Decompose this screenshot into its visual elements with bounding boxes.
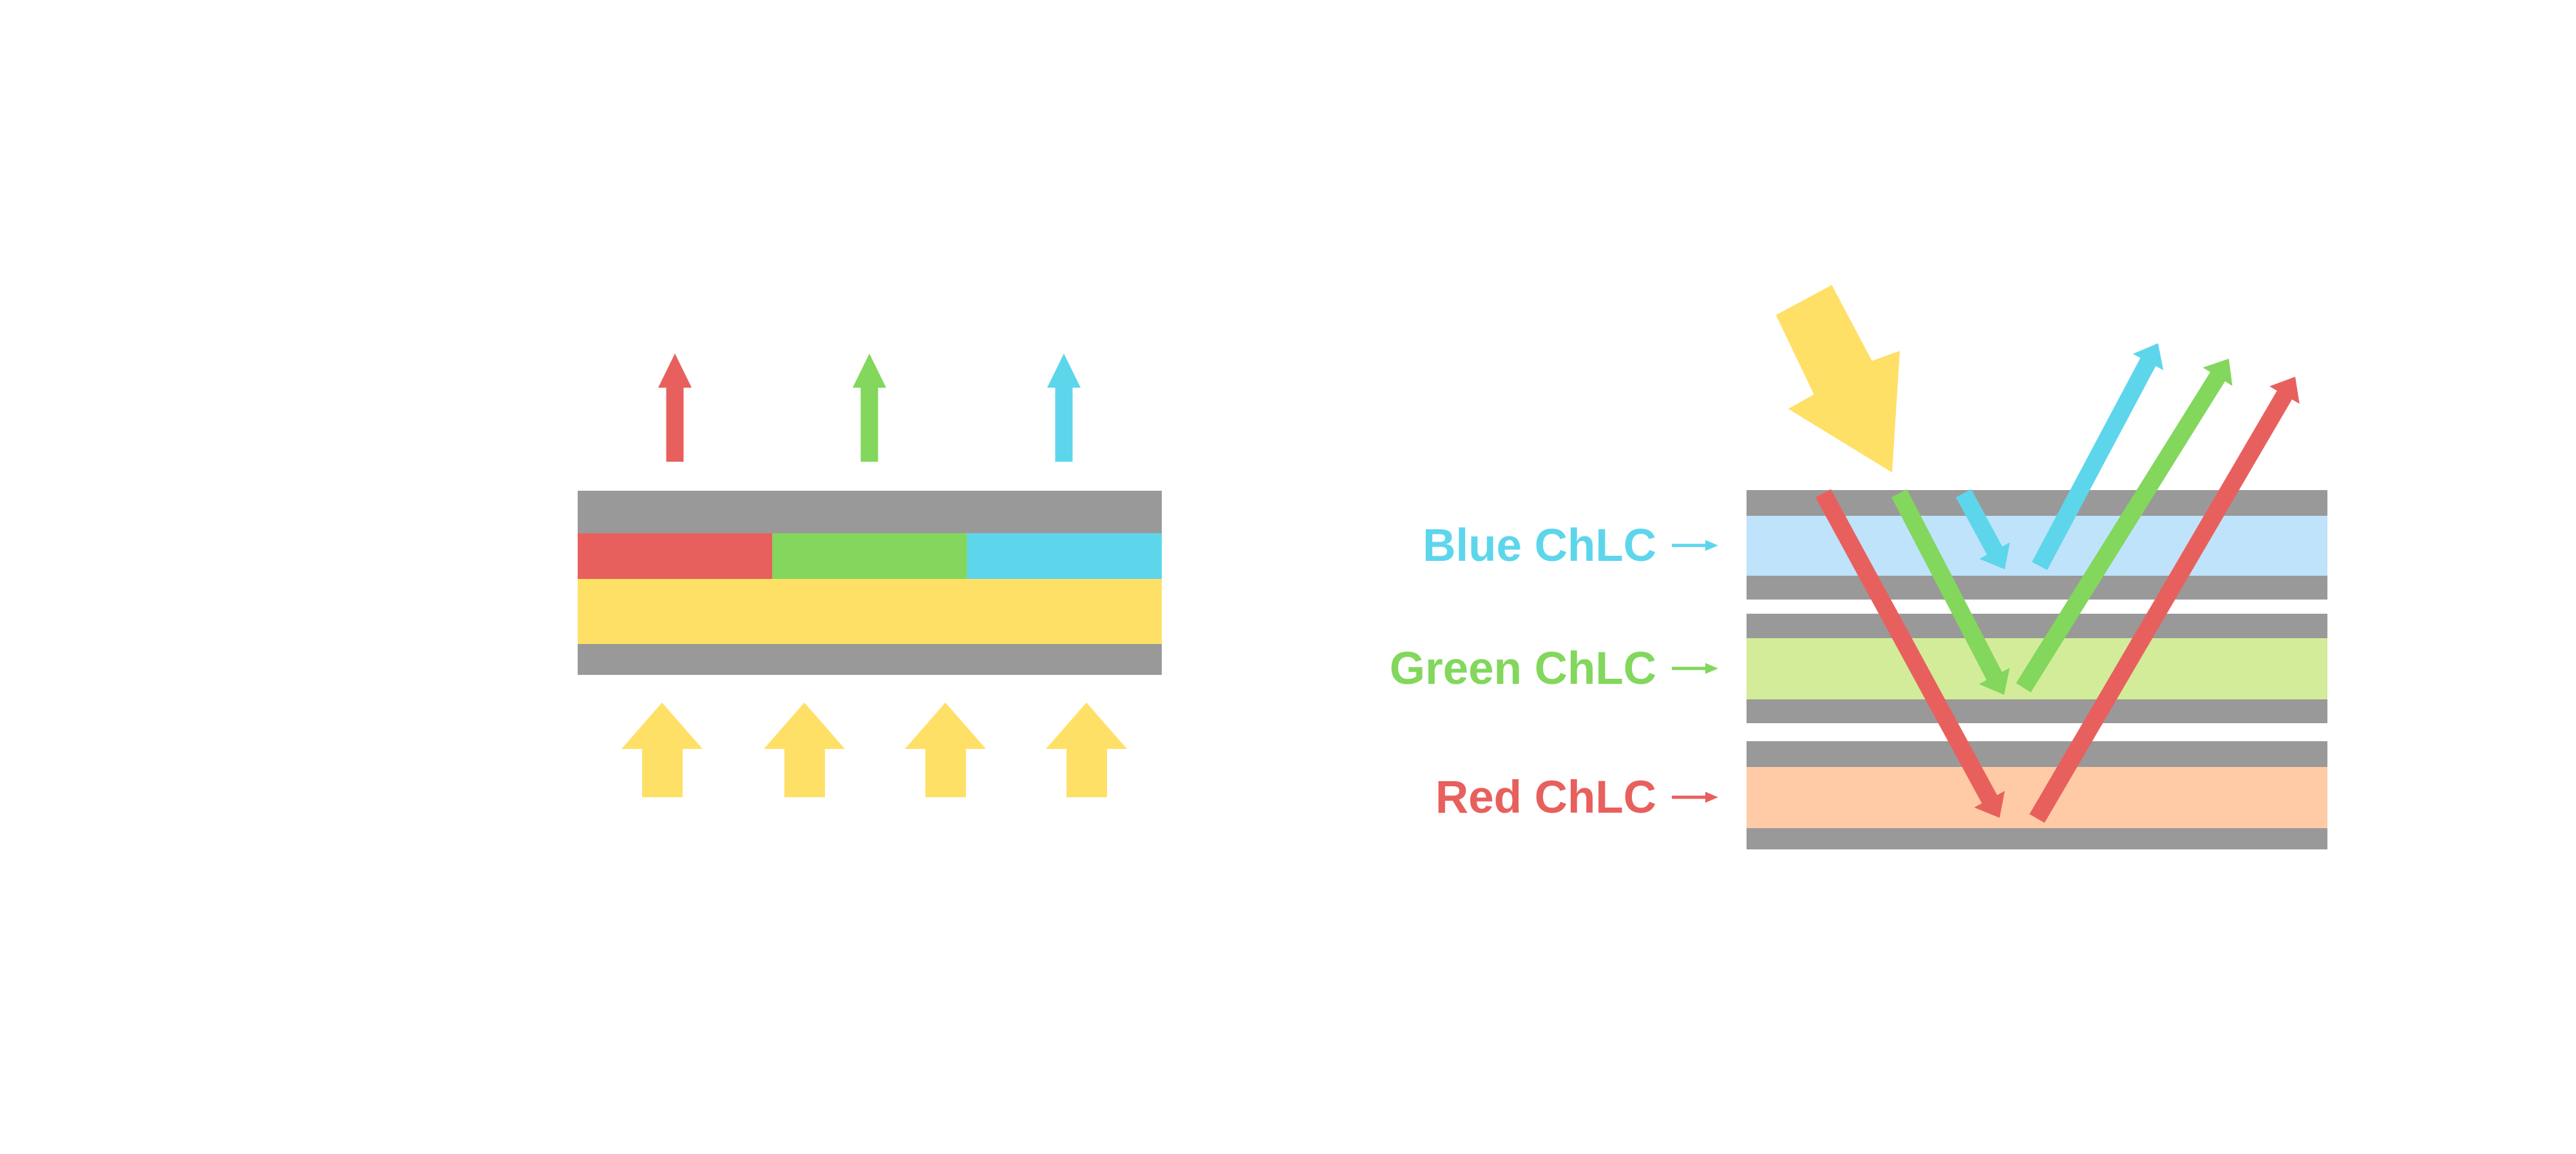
svg-text:Red ChLC: Red ChLC xyxy=(1435,772,1656,823)
svg-text:Green ChLC: Green ChLC xyxy=(1390,643,1656,694)
svg-text:Blue ChLC: Blue ChLC xyxy=(1423,520,1656,571)
